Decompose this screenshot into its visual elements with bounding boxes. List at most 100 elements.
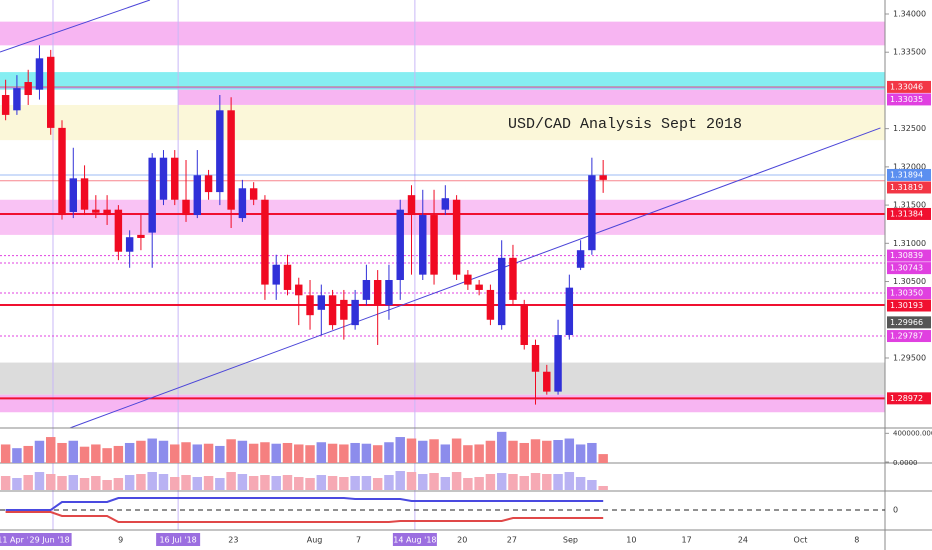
x-tick-label: 14 Aug '18	[393, 536, 436, 545]
oscillator-bar	[34, 472, 45, 490]
price-tag	[887, 330, 931, 343]
volume-bar	[496, 431, 507, 463]
volume-bar	[34, 440, 45, 463]
zone	[0, 72, 885, 90]
oscillator-bar	[203, 476, 214, 490]
price-tag-label: 1.33046	[890, 82, 923, 91]
candle-body	[103, 209, 111, 216]
volume-bar	[553, 440, 563, 463]
volume-bar	[215, 445, 225, 463]
candle-body	[171, 157, 179, 200]
oscillator-bar	[339, 477, 349, 490]
volume-bar	[170, 444, 180, 463]
candle-body	[47, 56, 55, 128]
candle-body	[497, 257, 506, 326]
volume-bar	[271, 443, 281, 463]
x-tick-label: Aug	[307, 536, 323, 545]
indicator-line	[5, 497, 604, 511]
volume-bar	[57, 442, 67, 463]
volume-bar	[327, 443, 338, 463]
oscillator-bar	[12, 478, 22, 490]
y-tick-label: 1.34000	[893, 9, 926, 18]
volume-bar	[113, 445, 124, 463]
oscillator-bar	[575, 477, 586, 490]
zone	[0, 362, 885, 395]
price-tag-label: 1.30743	[890, 264, 923, 273]
volume-bar	[316, 442, 327, 463]
volume-bar	[79, 446, 90, 463]
price-tag	[887, 299, 931, 312]
candle-body	[261, 199, 269, 285]
candle-body	[351, 299, 359, 326]
oscillator-bar	[474, 477, 484, 490]
oscillator-bar	[282, 475, 293, 490]
volume-bar	[350, 442, 360, 463]
candle-body	[193, 175, 202, 216]
oscillator-bar	[553, 474, 563, 490]
oscillator-bar	[564, 472, 575, 490]
volume-tick-label: 400000.0000	[893, 429, 932, 437]
price-tag-label: 1.31384	[890, 209, 923, 218]
candle-body	[114, 209, 123, 252]
volume-bar	[248, 443, 259, 463]
oscillator-bar	[136, 474, 146, 490]
candle-body	[396, 209, 404, 281]
oscillator-bar	[542, 474, 552, 490]
volume-bar	[418, 440, 428, 463]
volume-bar	[339, 444, 349, 463]
trendline	[0, 0, 151, 53]
candle-body	[407, 195, 416, 216]
oscillator-bar	[248, 476, 259, 490]
oscillator-bar	[327, 476, 338, 490]
volume-bar	[237, 440, 248, 463]
candle-body	[125, 237, 134, 252]
y-tick-label: 1.32500	[893, 124, 926, 133]
indicator-tick-label: 0	[893, 506, 898, 515]
x-tick-label: 17	[681, 536, 691, 545]
volume-bar	[463, 445, 473, 463]
candle-body	[554, 335, 562, 392]
volume-bar	[440, 444, 451, 463]
oscillator-bar	[271, 476, 281, 490]
oscillator-bar	[316, 475, 327, 490]
price-tag	[887, 207, 931, 220]
candle-body	[295, 284, 303, 296]
volume-bar	[485, 440, 496, 463]
volume-bar	[598, 454, 608, 463]
volume-bar	[294, 444, 304, 463]
candle-body	[373, 280, 382, 306]
volume-bar	[372, 445, 383, 463]
oscillator-bar	[361, 476, 372, 490]
candle-body	[385, 280, 393, 306]
x-tick-label: Sep	[563, 536, 578, 545]
price-tag	[887, 80, 931, 93]
x-tick-label: 10	[626, 536, 636, 545]
price-tag	[887, 316, 931, 329]
x-tick-label: 16 Jul '18	[159, 536, 196, 545]
volume-bar	[542, 440, 552, 463]
candle-body	[272, 264, 280, 285]
volume-tick-label: 0.0000	[893, 459, 918, 467]
candle-body	[430, 215, 438, 275]
price-tag-label: 1.30193	[890, 301, 923, 310]
volume-bar	[91, 444, 101, 463]
y-tick-label: 1.31000	[893, 239, 926, 248]
oscillator-bar	[45, 474, 56, 490]
candle-body	[238, 188, 247, 219]
oscillator-bar	[124, 475, 135, 490]
x-tick-highlight	[392, 533, 437, 546]
candle-body	[204, 175, 213, 193]
price-tag	[887, 249, 931, 262]
volume-bar	[305, 445, 315, 463]
oscillator-bar	[294, 477, 304, 490]
x-tick-label: 23	[228, 536, 238, 545]
oscillator-bar	[68, 475, 79, 490]
oscillator-bar	[226, 472, 236, 490]
oscillator-bar	[485, 474, 496, 490]
price-tag-label: 1.29966	[890, 318, 923, 327]
candle-body	[576, 250, 585, 268]
volume-bar	[564, 438, 575, 463]
oscillator-bar	[598, 486, 608, 490]
volume-bar	[147, 438, 157, 463]
x-tick-highlight	[27, 533, 72, 546]
